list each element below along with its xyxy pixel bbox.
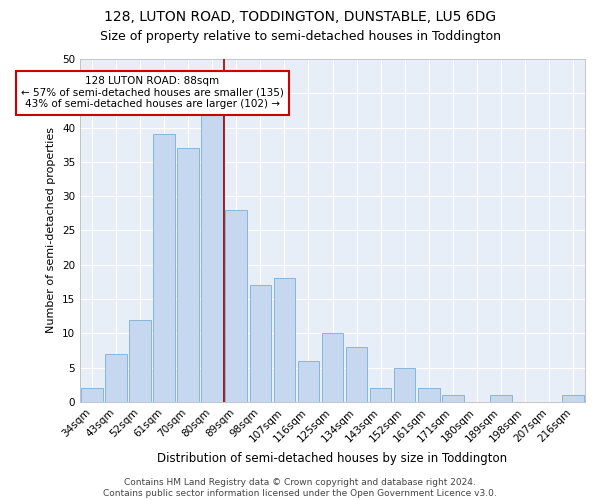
Text: Contains HM Land Registry data © Crown copyright and database right 2024.
Contai: Contains HM Land Registry data © Crown c… — [103, 478, 497, 498]
Text: 128, LUTON ROAD, TODDINGTON, DUNSTABLE, LU5 6DG: 128, LUTON ROAD, TODDINGTON, DUNSTABLE, … — [104, 10, 496, 24]
Bar — [154, 134, 175, 402]
Bar — [274, 278, 295, 402]
Y-axis label: Number of semi-detached properties: Number of semi-detached properties — [46, 128, 56, 334]
Bar — [322, 334, 343, 402]
Bar — [250, 286, 271, 402]
Bar — [105, 354, 127, 402]
Bar — [178, 148, 199, 402]
Bar — [130, 320, 151, 402]
Bar — [418, 388, 440, 402]
Bar — [81, 388, 103, 402]
Bar — [442, 395, 464, 402]
Bar — [226, 210, 247, 402]
Bar — [346, 347, 367, 402]
Bar — [298, 361, 319, 402]
Text: 128 LUTON ROAD: 88sqm
← 57% of semi-detached houses are smaller (135)
43% of sem: 128 LUTON ROAD: 88sqm ← 57% of semi-deta… — [21, 76, 284, 110]
Bar — [370, 388, 391, 402]
Bar — [394, 368, 415, 402]
Bar — [562, 395, 584, 402]
X-axis label: Distribution of semi-detached houses by size in Toddington: Distribution of semi-detached houses by … — [157, 452, 508, 465]
Text: Size of property relative to semi-detached houses in Toddington: Size of property relative to semi-detach… — [100, 30, 500, 43]
Bar — [490, 395, 512, 402]
Bar — [202, 114, 223, 402]
